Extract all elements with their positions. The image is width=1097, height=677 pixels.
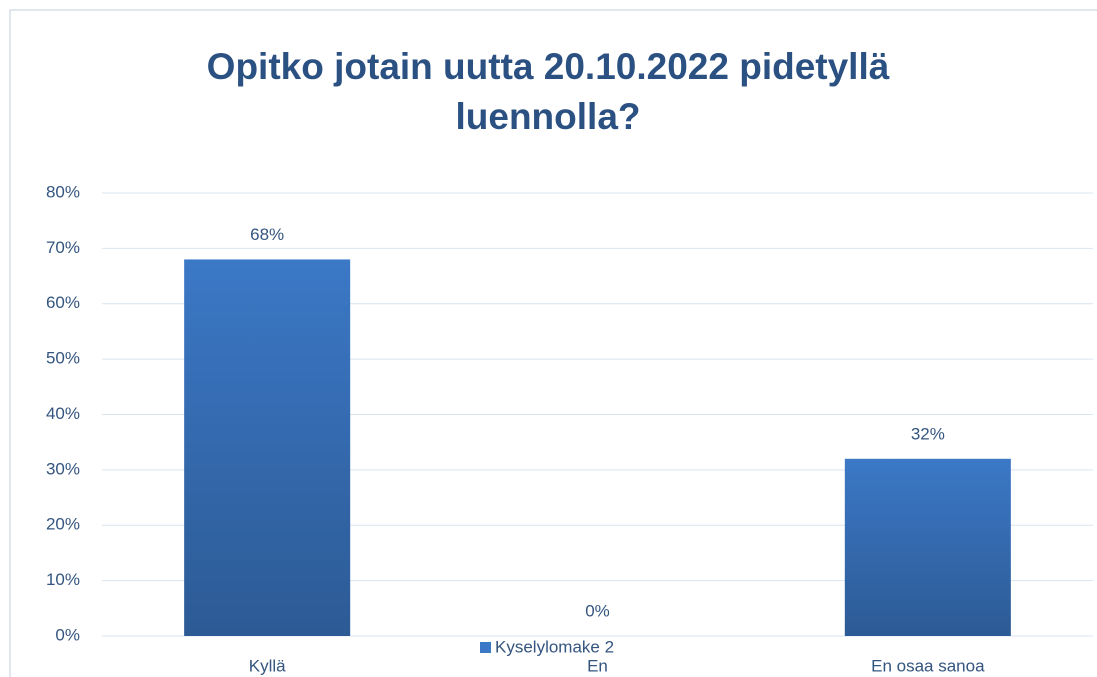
y-tick-label: 70%	[46, 238, 80, 257]
y-tick-label: 30%	[46, 459, 80, 478]
data-label: 68%	[250, 225, 284, 244]
y-tick-label: 80%	[46, 182, 80, 201]
y-tick-label: 60%	[46, 293, 80, 312]
bar	[184, 259, 351, 636]
legend-label: Kyselylomake 2	[495, 637, 614, 656]
y-tick-label: 10%	[46, 570, 80, 589]
x-tick-label: Kyllä	[249, 656, 286, 675]
bar	[844, 458, 1011, 636]
y-tick-label: 0%	[55, 625, 80, 644]
chart-title: Opitko jotain uutta 20.10.2022 pidetyllä…	[206, 46, 890, 137]
legend-swatch	[480, 642, 491, 653]
y-tick-label: 20%	[46, 515, 80, 534]
x-tick-label: En	[587, 656, 608, 675]
data-label: 0%	[585, 601, 610, 620]
y-tick-label: 40%	[46, 404, 80, 423]
data-label: 32%	[911, 424, 945, 443]
x-tick-label: En osaa sanoa	[871, 656, 985, 675]
y-tick-label: 50%	[46, 349, 80, 368]
chart-frame	[9, 9, 1097, 677]
